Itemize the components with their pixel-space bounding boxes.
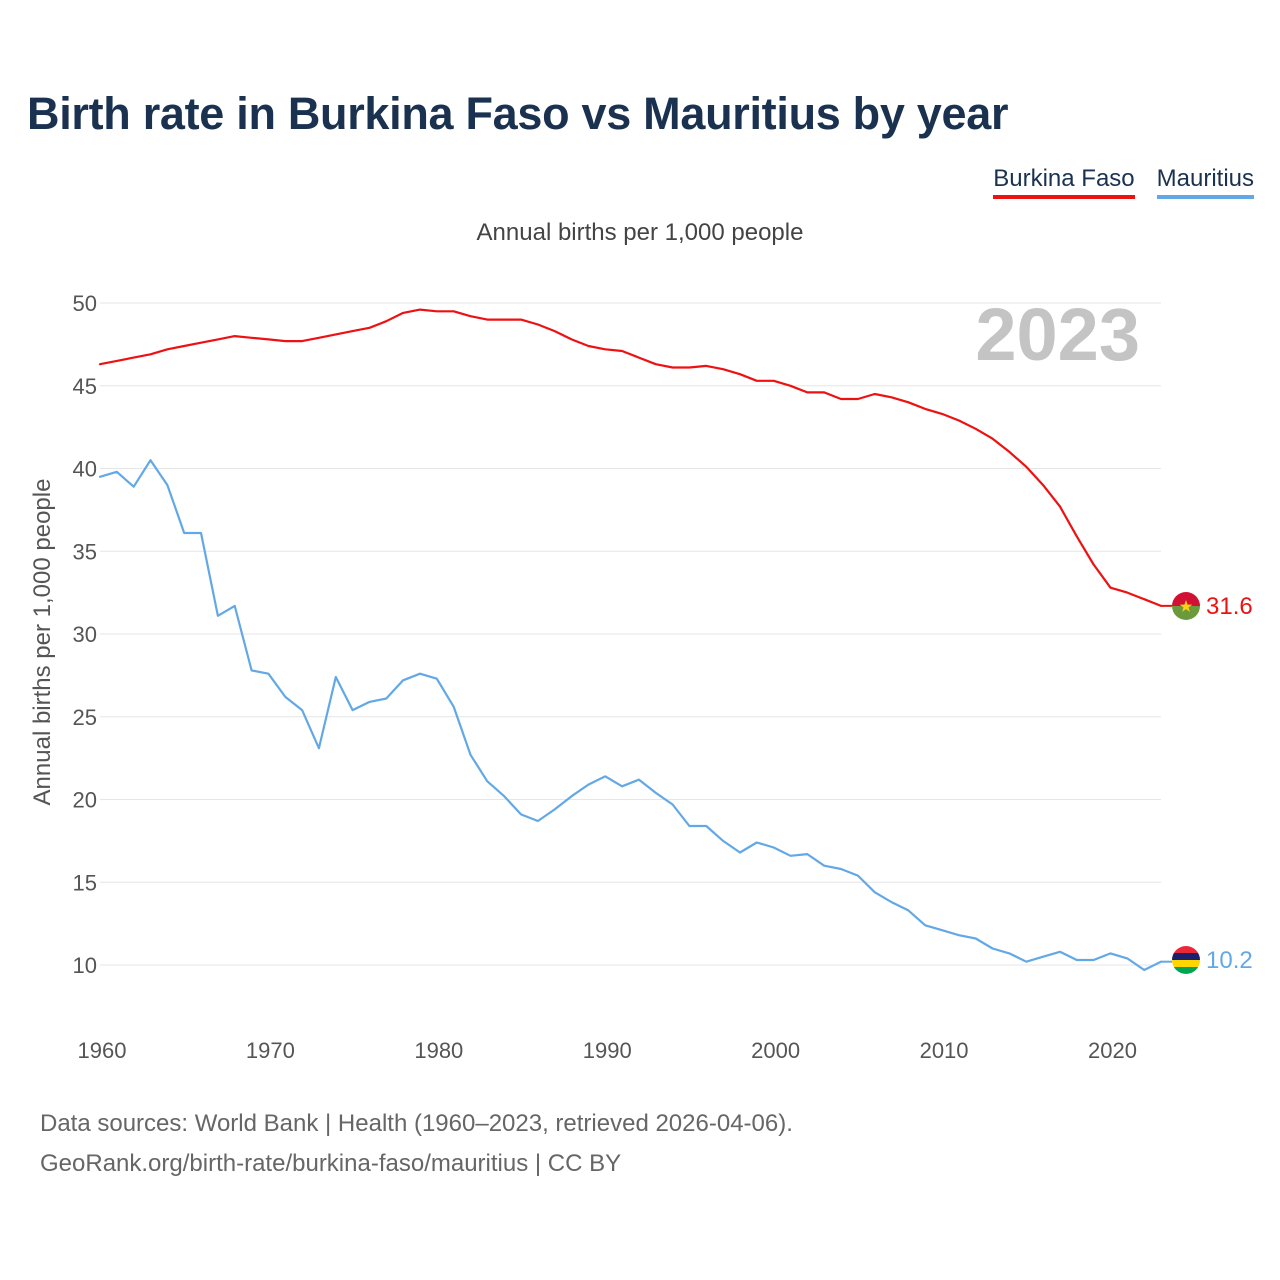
y-tick-label: 20 xyxy=(73,788,97,813)
y-tick-label: 25 xyxy=(73,705,97,730)
x-tick-label: 2010 xyxy=(920,1038,969,1063)
legend-item-mauritius[interactable]: Mauritius xyxy=(1156,165,1254,199)
y-tick-label: 10 xyxy=(73,953,97,978)
y-tick-label: 35 xyxy=(73,539,97,564)
x-tick-label: 1970 xyxy=(246,1038,295,1063)
x-tick-label: 2020 xyxy=(1088,1038,1137,1063)
y-tick-label: 50 xyxy=(73,291,97,316)
footer: Data sources: World Bank | Health (1960–… xyxy=(40,1104,793,1184)
end-label-mauritius: 10.2 xyxy=(1206,947,1253,974)
chart-title: Birth rate in Burkina Faso vs Mauritius … xyxy=(27,88,1009,139)
flag-burkina-faso-icon xyxy=(1172,592,1200,620)
x-tick-label: 1960 xyxy=(78,1038,127,1063)
y-tick-label: 45 xyxy=(73,374,97,399)
x-tick-label: 1980 xyxy=(414,1038,463,1063)
legend: Burkina Faso Mauritius xyxy=(993,165,1254,199)
end-label-burkina-faso: 31.6 xyxy=(1206,593,1253,620)
series-line-mauritius[interactable] xyxy=(98,459,1163,972)
footer-source: Data sources: World Bank | Health (1960–… xyxy=(40,1110,793,1137)
y-axis-label: Annual births per 1,000 people xyxy=(29,479,56,806)
legend-item-burkina-faso[interactable]: Burkina Faso xyxy=(993,165,1135,199)
gridlines xyxy=(100,302,1161,966)
y-tick-label: 15 xyxy=(73,870,97,895)
y-tick-label: 40 xyxy=(73,457,97,482)
series-line-burkina-faso[interactable] xyxy=(98,308,1163,608)
y-tick-label: 30 xyxy=(73,622,97,647)
axes: 10 15 20 25 30 35 40 45 50 1960 1970 1980 1990 2000 20… xyxy=(73,291,1137,1063)
footer-link[interactable]: GeoRank.org/birth-rate/burkina-faso/maur… xyxy=(40,1150,622,1177)
year-watermark: 2023 xyxy=(975,293,1140,376)
series xyxy=(98,308,1172,972)
x-tick-label: 1990 xyxy=(583,1038,632,1063)
flag-mauritius-icon xyxy=(1172,946,1200,974)
chart-subtitle: Annual births per 1,000 people xyxy=(477,219,804,246)
x-tick-label: 2000 xyxy=(751,1038,800,1063)
